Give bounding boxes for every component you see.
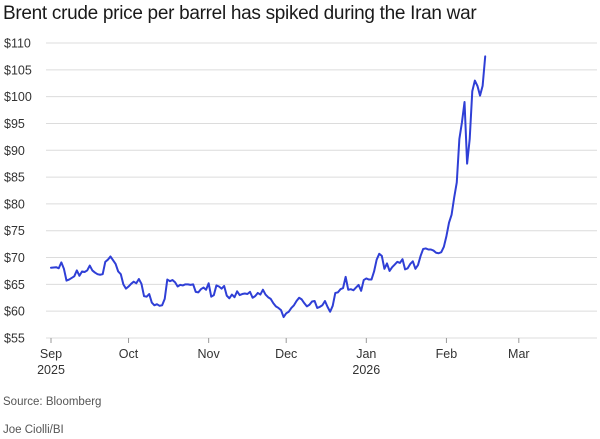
y-tick-label: $80: [4, 197, 25, 211]
y-tick-label: $55: [4, 332, 25, 346]
x-tick-year-label: 2026: [352, 363, 380, 377]
x-tick-year-label: 2025: [37, 363, 65, 377]
chart-area: $55$60$65$70$75$80$85$90$95$100$105$110 …: [4, 37, 597, 377]
x-tick-label: Mar: [508, 347, 530, 361]
x-axis: Sep 2025 Oct Nov Dec Jan 2026 Feb Mar: [37, 338, 530, 377]
x-tick-label: Jan: [356, 347, 376, 361]
x-tick-label: Feb: [436, 347, 458, 361]
grid-lines: [46, 42, 597, 339]
y-tick-label: $95: [4, 117, 25, 131]
y-tick-label: $60: [4, 305, 25, 319]
y-tick-label: $65: [4, 278, 25, 292]
series-group: [50, 55, 487, 319]
author-credit: Joe Ciolli/BI: [3, 424, 64, 436]
x-tick-label: Oct: [119, 347, 139, 361]
y-tick-label: $85: [4, 171, 25, 185]
x-tick-label: Dec: [275, 347, 297, 361]
source-note: Source: Bloomberg: [3, 396, 102, 408]
x-tick-label: Nov: [198, 347, 221, 361]
y-tick-label: $105: [4, 63, 32, 77]
y-tick-label: $100: [4, 90, 32, 104]
y-tick-label: $70: [4, 251, 25, 265]
x-tick-label: Sep: [40, 347, 62, 361]
y-tick-label: $90: [4, 144, 25, 158]
chart-title: Brent crude price per barrel has spiked …: [3, 3, 477, 24]
series-line-brent-crude: [50, 55, 487, 319]
y-tick-label: $75: [4, 224, 25, 238]
y-tick-label: $110: [4, 37, 31, 51]
y-axis: $55 $60 $65 $70 $75 $80 $85 $90 $95 $100 $105 $110: [4, 37, 32, 346]
